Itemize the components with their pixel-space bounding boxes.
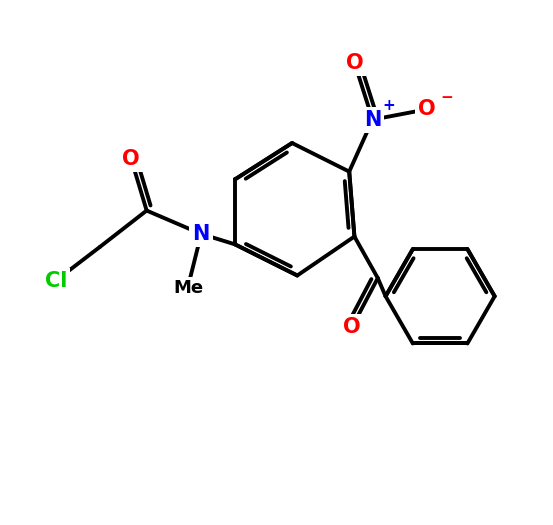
Text: O: O [343,318,361,338]
Text: N: N [192,224,210,244]
Text: Me: Me [173,279,204,298]
Text: O: O [122,149,140,169]
Text: N: N [364,110,381,130]
Text: O: O [346,52,363,72]
Text: O: O [418,99,436,119]
Text: Cl: Cl [45,271,67,291]
Text: −: − [441,90,453,106]
Text: +: + [383,98,395,112]
